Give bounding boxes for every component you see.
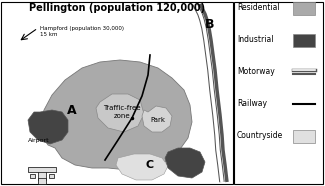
Text: Pellington (population 120,000): Pellington (population 120,000) [29, 3, 205, 13]
Text: Railway: Railway [237, 100, 267, 108]
Bar [293, 129, 315, 142]
Text: Traffic-free
zone: Traffic-free zone [103, 105, 141, 119]
Bar [28, 167, 56, 172]
Text: Residential: Residential [237, 4, 280, 12]
Bar [38, 178, 46, 184]
Text: B: B [205, 18, 215, 31]
Bar [293, 33, 315, 46]
Polygon shape [142, 106, 172, 132]
Bar [38, 168, 46, 180]
Polygon shape [28, 110, 68, 144]
Polygon shape [40, 60, 192, 170]
Text: Park: Park [150, 117, 165, 123]
Text: A: A [67, 103, 77, 116]
Bar [293, 1, 315, 15]
Polygon shape [165, 148, 205, 178]
Text: Industrial: Industrial [237, 36, 274, 44]
Text: Countryside: Countryside [237, 132, 283, 140]
Bar [234, 2, 323, 184]
Polygon shape [96, 94, 144, 132]
Bar [1, 2, 233, 184]
Text: Airport: Airport [28, 138, 50, 143]
Text: C: C [146, 160, 154, 170]
Bar [30, 174, 35, 178]
Bar [49, 174, 54, 178]
Polygon shape [116, 154, 168, 180]
Text: Hampford (population 30,000)
15 km: Hampford (population 30,000) 15 km [40, 26, 124, 37]
Text: Motorway: Motorway [237, 68, 275, 76]
